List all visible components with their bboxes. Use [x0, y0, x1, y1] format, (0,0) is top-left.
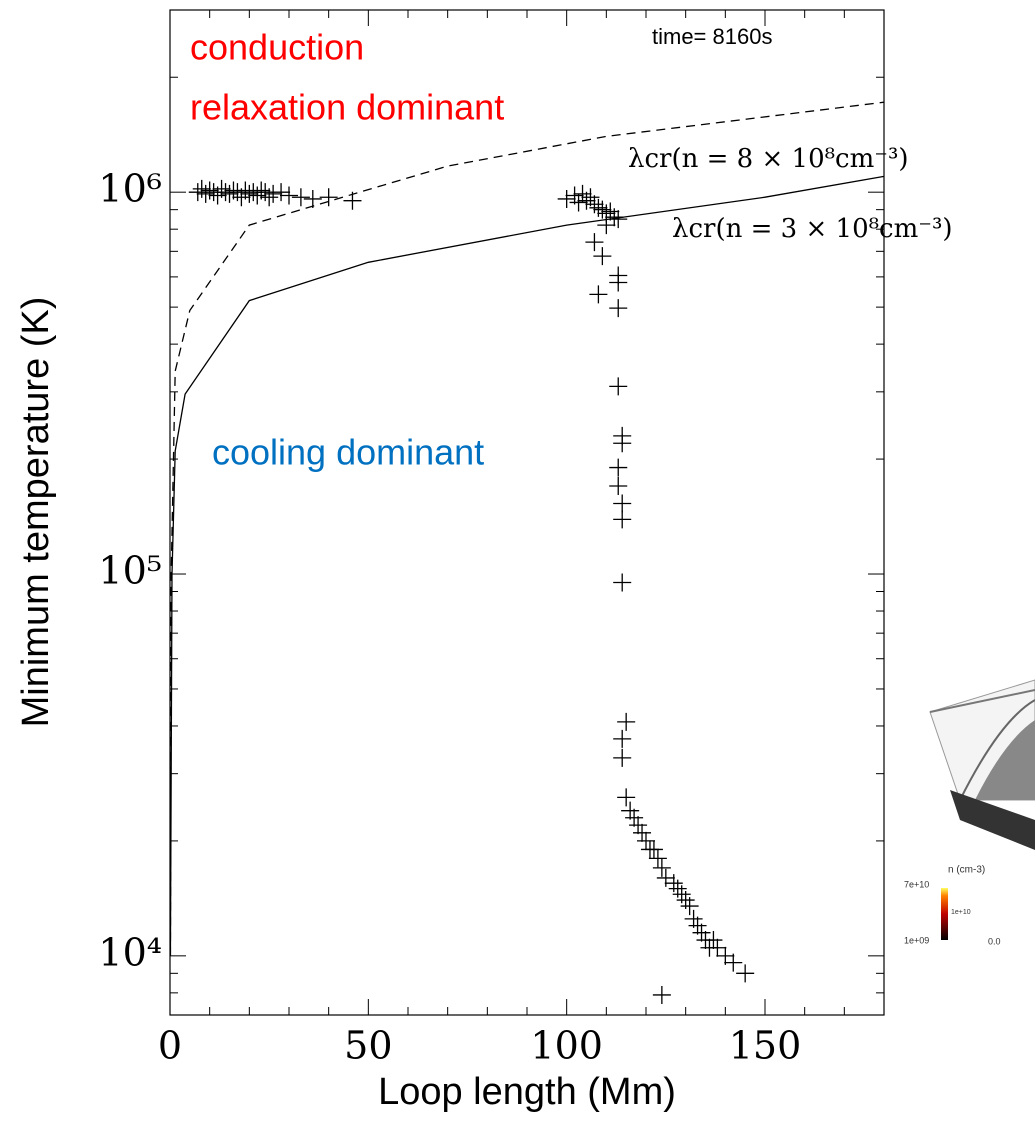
x-tick-label: 0: [158, 1024, 182, 1068]
colorbar-label: 1e+09: [904, 935, 929, 945]
data-point: [585, 195, 604, 214]
data-point: [192, 179, 211, 198]
data-point: [708, 938, 727, 957]
annotation: cooling dominant: [212, 432, 484, 473]
data-point: [629, 816, 648, 835]
curve: [169, 175, 885, 956]
x-tick-label: 150: [729, 1024, 802, 1068]
data-point: [589, 198, 608, 217]
data-point: [664, 874, 683, 893]
y-axis-label: Minimum temperature (K): [15, 297, 57, 728]
data-point: [617, 712, 636, 731]
data-point: [633, 823, 652, 842]
data-point: [613, 434, 632, 453]
data-point: [609, 377, 628, 396]
data-point: [716, 946, 735, 965]
data-point: [200, 181, 219, 200]
y-tick-label: 10⁴: [98, 930, 162, 974]
data-point: [609, 273, 628, 292]
data-point: [609, 299, 628, 318]
data-point: [585, 233, 604, 252]
data-point: [236, 181, 255, 200]
data-point: [644, 840, 663, 859]
curve-label: λcr(n = 8 × 10⁸cm⁻³): [628, 144, 909, 174]
annotation: conduction: [190, 27, 364, 68]
data-point: [656, 868, 675, 887]
data-point: [196, 184, 215, 203]
data-point: [593, 247, 612, 266]
x-axis-label: Loop length (Mm): [378, 1071, 676, 1113]
inset-axis-label: 0.0: [988, 936, 1001, 946]
data-point: [648, 849, 667, 868]
data-point: [613, 748, 632, 767]
data-point: [625, 808, 644, 827]
data-point: [621, 801, 640, 820]
colorbar-label: 7e+10: [904, 879, 929, 889]
data-point: [343, 191, 362, 210]
data-point: [637, 831, 655, 850]
annotation: time= 8160s: [652, 24, 772, 49]
data-point: [668, 879, 687, 898]
data-point: [609, 458, 628, 477]
data-point: [684, 909, 703, 928]
data-point: [280, 186, 298, 205]
data-point: [652, 985, 671, 1004]
data-point: [252, 181, 271, 200]
data-point: [688, 916, 707, 935]
data-point: [577, 191, 596, 210]
data-point: [692, 923, 711, 942]
data-point: [573, 184, 592, 203]
y-tick-label: 10⁶: [98, 167, 162, 211]
data-point: [569, 193, 588, 212]
x-tick-label: 50: [344, 1024, 392, 1068]
data-point: [220, 184, 239, 203]
data-point: [617, 788, 636, 807]
data-point: [581, 188, 600, 207]
data-point: [589, 285, 608, 304]
data-point: [291, 188, 310, 207]
data-point: [652, 858, 671, 877]
data-point: [272, 183, 291, 202]
data-point: [264, 184, 283, 203]
data-point: [232, 188, 251, 207]
data-point: [303, 189, 322, 208]
data-point: [256, 183, 275, 202]
annotation: relaxation dominant: [190, 87, 504, 128]
data-point: [557, 189, 576, 208]
data-point: [188, 183, 207, 202]
colorbar-label: 1e+10: [951, 909, 971, 916]
data-point: [597, 216, 616, 235]
curve: [169, 101, 885, 956]
x-tick-label: 100: [530, 1024, 603, 1068]
colorbar-title: n (cm-3): [948, 865, 985, 876]
data-point: [704, 931, 723, 950]
data-point: [613, 510, 632, 529]
data-point: [613, 494, 632, 513]
data-point: [319, 188, 338, 207]
data-point: [248, 186, 267, 205]
data-point: [680, 897, 699, 916]
data-point: [565, 186, 584, 205]
data-point: [609, 477, 628, 496]
data-point: [593, 200, 612, 219]
data-point: [228, 183, 247, 202]
data-point: [609, 210, 628, 229]
data-point: [613, 729, 632, 748]
y-tick-label: 10⁵: [98, 549, 162, 593]
data-point: [212, 179, 231, 198]
curve-label: λcr(n = 3 × 10⁸cm⁻³): [672, 214, 953, 244]
data-point: [240, 184, 259, 203]
data-point: [736, 964, 755, 983]
data-point: [260, 188, 279, 207]
inset-image: [929, 679, 1035, 940]
data-point: [605, 208, 624, 227]
data-point: [613, 573, 632, 592]
data-point: [724, 953, 743, 972]
